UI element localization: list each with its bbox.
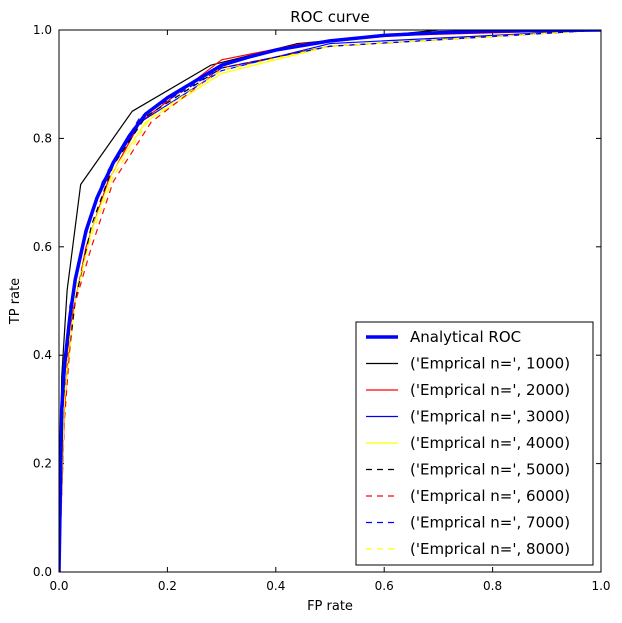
- x-tick-label: 1.0: [591, 579, 610, 593]
- y-tick-label: 0.0: [33, 565, 52, 579]
- y-tick-label: 0.4: [33, 348, 52, 362]
- x-tick-label: 0.6: [375, 579, 394, 593]
- series-line: [59, 30, 601, 572]
- legend: Analytical ROC ('Emprical n=', 1000) ('Emp…: [355, 321, 594, 566]
- x-axis-label: FP rate: [307, 599, 353, 614]
- chart-title: ROC curve: [290, 8, 370, 26]
- series-layer: [59, 30, 601, 572]
- legend-label: ('Emprical n=', 5000): [410, 461, 570, 479]
- y-tick-label: 0.2: [33, 457, 52, 471]
- x-tick-label: 0.8: [483, 579, 502, 593]
- legend-label: ('Emprical n=', 2000): [410, 381, 570, 399]
- series-line: [59, 30, 601, 572]
- legend-label: ('Emprical n=', 1000): [410, 355, 570, 373]
- legend-label: ('Emprical n=', 6000): [410, 487, 570, 505]
- series-line: [59, 30, 601, 572]
- y-tick-label: 1.0: [33, 23, 52, 37]
- x-tick-label: 0.0: [49, 579, 68, 593]
- legend-label: ('Emprical n=', 8000): [410, 540, 570, 558]
- legend-label: ('Emprical n=', 3000): [410, 408, 570, 426]
- legend-label: ('Emprical n=', 7000): [410, 514, 570, 532]
- y-tick-label: 0.8: [33, 131, 52, 145]
- x-tick-label: 0.4: [266, 579, 285, 593]
- y-axis-label: TP rate: [8, 278, 23, 325]
- plot-frame: [58, 29, 602, 573]
- x-tick-label: 0.2: [158, 579, 177, 593]
- legend-label: Analytical ROC: [410, 328, 521, 346]
- series-line: [59, 30, 601, 572]
- legend-label: ('Emprical n=', 4000): [410, 434, 570, 452]
- y-tick-label: 0.6: [33, 240, 52, 254]
